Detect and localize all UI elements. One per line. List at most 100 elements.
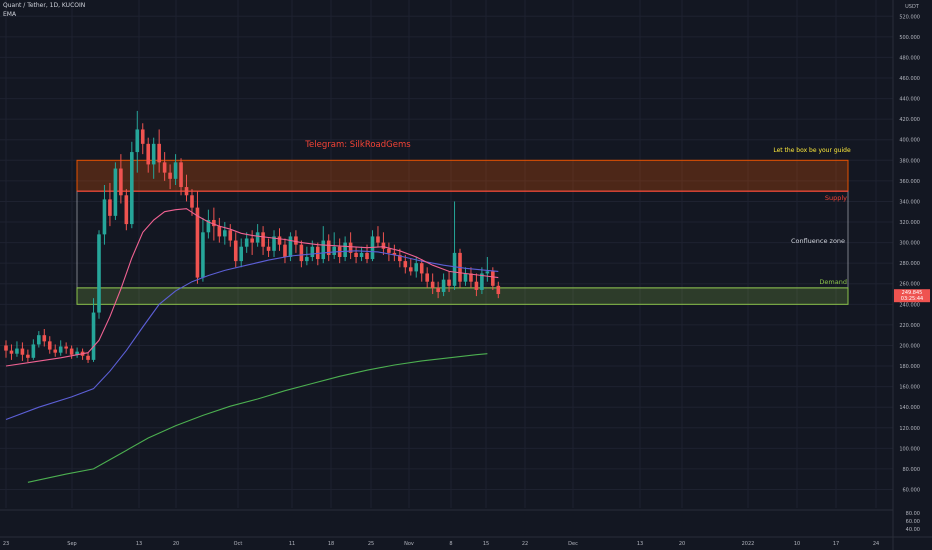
price-tick-label: 160.000 <box>899 385 920 391</box>
time-tick-label: 22 <box>522 541 528 547</box>
candle-up <box>343 242 347 257</box>
candle-up <box>97 234 101 313</box>
guide-label: Let the box be your guide <box>773 147 851 154</box>
time-tick-label: 18 <box>328 541 334 547</box>
candle-up <box>206 219 211 233</box>
candle-down <box>469 273 473 282</box>
candle-down <box>376 236 380 243</box>
candle-up <box>359 252 364 257</box>
time-tick-label: Sep <box>67 541 76 547</box>
time-tick-label: Dec <box>568 541 578 547</box>
price-tick-label: 320.000 <box>899 220 920 226</box>
price-tick-label: 100.000 <box>899 446 920 452</box>
candle-down <box>403 261 408 268</box>
candle-down <box>212 219 216 227</box>
demand-box <box>76 287 849 305</box>
candle-up <box>58 346 63 353</box>
price-tick-label: 480.000 <box>899 55 920 61</box>
candle-down <box>184 187 189 196</box>
candle-down <box>26 354 30 358</box>
candle-up <box>31 344 36 358</box>
ema-lines <box>5 208 499 483</box>
symbol-title[interactable]: Quant / Tether, 1D, KUCOIN <box>3 2 86 9</box>
price-tick-label: 60.000 <box>903 487 921 493</box>
candle-down <box>20 348 25 355</box>
candle-down <box>233 240 238 262</box>
zones <box>76 159 849 305</box>
price-tick-label: 120.000 <box>899 426 920 432</box>
telegram-annotation: Telegram: SilkRoadGems <box>304 140 411 150</box>
candle-down <box>9 350 14 354</box>
indicator-label[interactable]: EMA <box>3 11 17 18</box>
candle-down <box>326 240 331 255</box>
price-tick-label: 280.000 <box>899 261 920 267</box>
price-tick-label: 140.000 <box>899 405 920 411</box>
ema-mid-line <box>5 250 499 421</box>
time-tick-label: Nov <box>404 541 414 547</box>
price-tick-label: 260.000 <box>899 282 920 288</box>
time-tick-label: 15 <box>483 541 489 547</box>
ema-short-line <box>5 208 499 367</box>
candle-up <box>151 143 156 165</box>
price-tick-label: 80.000 <box>903 467 921 473</box>
candle-down <box>381 242 386 249</box>
candle-up <box>441 279 446 292</box>
time-axis[interactable]: 23 Sep 13 20 Oct 11 18 25 Nov 8 15 22 Dec 13 20 2022 10 1… <box>0 536 932 547</box>
candle-down <box>436 287 440 292</box>
candle-down <box>491 271 495 286</box>
candle-up <box>239 246 244 262</box>
candle-up <box>272 236 276 251</box>
candle-up <box>135 129 140 153</box>
candle-up <box>452 252 457 286</box>
candle-down <box>86 355 90 360</box>
candle-down <box>69 348 74 355</box>
candle-up <box>113 168 118 216</box>
candle-down <box>365 252 369 260</box>
currency-label: USDT <box>905 4 920 10</box>
annotations: Telegram: SilkRoadGems Let the box be you… <box>304 140 851 286</box>
price-tick-label: 220.000 <box>899 323 920 329</box>
candle-up <box>255 232 260 243</box>
candle-down <box>447 279 451 286</box>
time-tick-label: 25 <box>368 541 374 547</box>
candle-up <box>223 230 227 237</box>
candle-down <box>261 232 265 247</box>
candle-up <box>414 263 419 272</box>
candle-up <box>173 162 178 179</box>
grid <box>0 0 893 508</box>
price-tick-label: 380.000 <box>899 158 920 164</box>
sub-tick-label: 40.00 <box>906 527 920 533</box>
candle-up <box>91 312 96 360</box>
price-axis[interactable]: USDT 60.000 80.000 100.000 120.000 140.000 160… <box>892 0 930 550</box>
time-tick-label: 2022 <box>742 541 755 547</box>
candle-down <box>124 195 129 225</box>
price-tick-label: 440.000 <box>899 97 920 103</box>
sub-tick-label: 60.00 <box>906 519 920 525</box>
time-tick-label: 13 <box>136 541 142 547</box>
candle-up <box>332 246 336 255</box>
candle-down <box>392 252 397 255</box>
countdown-label: 03:25:44 <box>901 296 923 302</box>
candle-down <box>217 226 222 237</box>
candle-down <box>179 162 183 188</box>
candle-down <box>228 230 233 241</box>
price-tick-label: 340.000 <box>899 199 920 205</box>
candle-down <box>195 207 200 278</box>
candle-down <box>64 346 68 349</box>
candle-up <box>75 351 79 355</box>
guide-box <box>76 159 849 192</box>
candle-down <box>146 143 151 165</box>
candle-down <box>430 281 435 288</box>
time-tick-label: 10 <box>794 541 800 547</box>
demand-label: Demand <box>819 278 847 286</box>
sub-tick-label: 80.00 <box>906 511 920 517</box>
time-tick-label: 17 <box>833 541 839 547</box>
candle-down <box>354 252 358 257</box>
candle-down <box>419 263 424 274</box>
candle-down <box>348 242 353 253</box>
price-tick-label: 180.000 <box>899 364 920 370</box>
candle-down <box>294 236 298 245</box>
price-tick-label: 300.000 <box>899 241 920 247</box>
price-tick-label: 520.000 <box>899 14 920 20</box>
